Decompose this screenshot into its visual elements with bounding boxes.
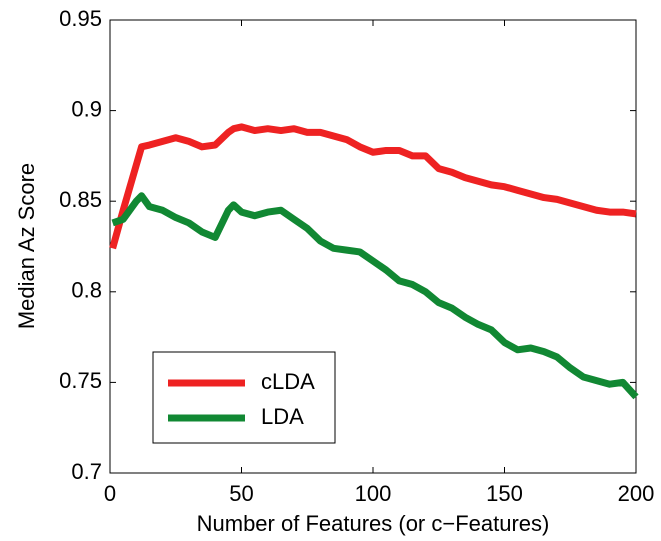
x-tick-label: 100 <box>355 481 392 506</box>
legend-label: cLDA <box>261 369 315 394</box>
y-tick-label: 0.75 <box>59 368 102 393</box>
y-tick-label: 0.85 <box>59 187 102 212</box>
legend-box <box>152 351 336 444</box>
legend-label: LDA <box>261 404 304 429</box>
y-tick-label: 0.95 <box>59 6 102 31</box>
x-tick-label: 0 <box>104 481 116 506</box>
data-line <box>111 192 639 400</box>
y-tick-label: 0.7 <box>71 459 102 484</box>
data-line <box>109 123 637 250</box>
y-tick-label: 0.9 <box>71 96 102 121</box>
x-tick-label: 150 <box>486 481 523 506</box>
x-tick-label: 50 <box>229 481 253 506</box>
y-tick-label: 0.8 <box>71 278 102 303</box>
x-axis-label: Number of Features (or c−Features) <box>197 511 550 536</box>
y-axis-label: Median Az Score <box>14 163 39 329</box>
x-tick-label: 200 <box>618 481 655 506</box>
